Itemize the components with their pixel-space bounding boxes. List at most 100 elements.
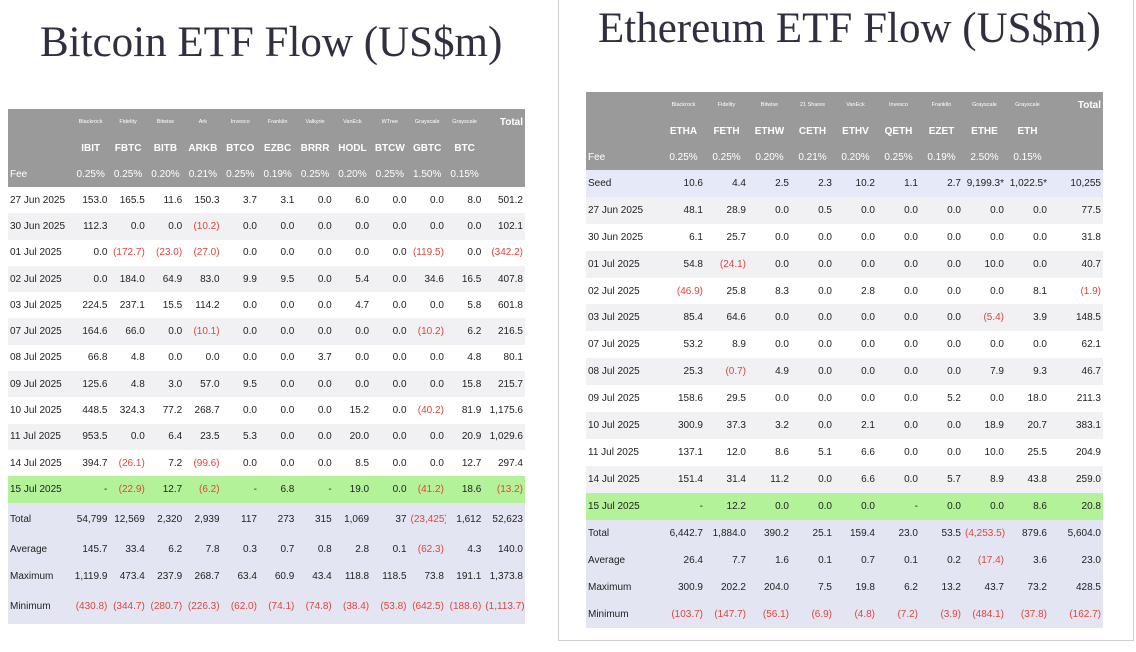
- table-row: 11 Jul 2025 953.5 0.0 6.4 23.5 5.3 0.0 0.0 20.0 0…: [8, 423, 525, 450]
- flow-cell: 0.0: [221, 239, 259, 266]
- flow-cell: 5.7: [920, 465, 963, 493]
- flow-cell: 0.0: [146, 344, 185, 372]
- flow-cell: (99.6): [184, 449, 222, 477]
- table-row: 30 Jun 2025 112.3 0.0 0.0 (10.2) 0.0 0.0 0.0 0.0…: [8, 213, 525, 240]
- flow-cell: 0.0: [877, 331, 920, 359]
- row-date: 08 Jul 2025: [586, 358, 662, 386]
- summary-cell: 145.7: [72, 536, 110, 564]
- flow-cell: 8.5: [333, 449, 372, 477]
- flow-cell: 25.3: [662, 358, 705, 386]
- flow-cell: 29.5: [705, 385, 748, 413]
- flow-cell: 0.0: [296, 213, 334, 240]
- row-date: 11 Jul 2025: [586, 438, 662, 466]
- summary-cell: 73.2: [1006, 573, 1049, 601]
- flow-cell: 0.0: [109, 213, 147, 240]
- flow-cell: 25.5: [1006, 438, 1049, 466]
- ticker-symbol: ETHW: [748, 118, 791, 144]
- provider-name: Grayscale: [408, 109, 446, 135]
- ticker-symbol: ETHA: [662, 118, 705, 144]
- flow-cell: 11.6: [146, 187, 185, 214]
- flow-cell: 0.0: [877, 465, 920, 493]
- summary-row: Total 6,442.7 1,884.0 390.2 25.1 159.4 23.0 53.…: [586, 519, 1103, 547]
- flow-cell: 0.0: [371, 476, 409, 503]
- fee-value: 0.25%: [72, 161, 110, 187]
- flow-cell: 2.7: [920, 170, 963, 197]
- flow-cell: 2.8: [834, 277, 877, 305]
- summary-cell: 6,442.7: [662, 519, 705, 547]
- summary-cell: 879.6: [1006, 519, 1049, 547]
- flow-cell: 0.0: [333, 213, 372, 240]
- fee-label: Fee: [586, 144, 662, 170]
- flow-cell: 0.0: [184, 344, 222, 372]
- flow-cell: 0.0: [371, 371, 409, 398]
- summary-cell: 0.1: [877, 546, 920, 574]
- flow-cell: 0.0: [877, 250, 920, 278]
- flow-cell: 6.8: [258, 476, 297, 503]
- flow-cell: 0.0: [296, 397, 334, 424]
- flow-cell: 0.0: [834, 358, 877, 386]
- flow-cell: 0.0: [258, 423, 297, 450]
- flow-cell: 0.0: [963, 492, 1006, 520]
- summary-total: 1,373.8: [483, 563, 525, 590]
- summary-cell: 7.8: [184, 536, 222, 564]
- flow-cell: 0.0: [333, 318, 372, 345]
- fee-value: 0.20%: [748, 144, 791, 170]
- flow-cell: 34.6: [408, 265, 446, 293]
- flow-cell: (172.7): [109, 239, 147, 266]
- provider-name: Bitwise: [146, 109, 185, 135]
- ticker-symbol: EZET: [920, 118, 963, 144]
- flow-cell: 83.0: [184, 265, 222, 293]
- summary-row: Total 54,799 12,569 2,320 2,939 117 273 315 1,06…: [8, 502, 525, 537]
- flow-cell: 0.0: [920, 331, 963, 359]
- table-row: 14 Jul 2025 151.4 31.4 11.2 0.0 6.6 0.0 5.7 8.9 4…: [586, 465, 1103, 493]
- header-corner: [8, 135, 72, 161]
- ticker-symbol: QETH: [877, 118, 920, 144]
- flow-cell: 0.0: [296, 449, 334, 477]
- flow-cell: 10.6: [662, 170, 705, 197]
- flow-cell: 31.4: [705, 465, 748, 493]
- flow-cell: (46.9): [662, 277, 705, 305]
- flow-cell: 0.0: [296, 292, 334, 319]
- summary-label: Total: [8, 502, 72, 537]
- ticker-symbol: EZBC: [258, 135, 297, 161]
- flow-cell: (23.0): [146, 239, 185, 266]
- summary-cell: 6.2: [877, 573, 920, 601]
- summary-row: Maximum 300.9 202.2 204.0 7.5 19.8 6.2 13.2 43.7…: [586, 573, 1103, 601]
- flow-cell: 6.6: [834, 438, 877, 466]
- flow-cell: (10.2): [408, 318, 446, 345]
- flow-cell: 4.9: [748, 358, 791, 386]
- summary-cell: (74.8): [296, 589, 334, 624]
- flow-cell: 0.0: [371, 265, 409, 293]
- flow-cell: 0.0: [791, 277, 834, 305]
- summary-cell: 6.2: [146, 536, 185, 564]
- flow-cell: 0.0: [963, 196, 1006, 224]
- flow-cell: 0.0: [296, 371, 334, 398]
- flow-cell: 0.0: [920, 358, 963, 386]
- flow-cell: 0.0: [748, 331, 791, 359]
- summary-cell: (4.8): [834, 600, 877, 628]
- summary-cell: 237.9: [146, 563, 185, 590]
- flow-cell: 8.6: [1006, 492, 1049, 520]
- provider-name: Fidelity: [705, 92, 748, 118]
- row-total: 80.1: [483, 344, 525, 372]
- row-total: 501.2: [483, 187, 525, 214]
- flow-cell: 0.0: [408, 423, 446, 450]
- summary-cell: (4,253.5): [963, 519, 1006, 547]
- flow-cell: 224.5: [72, 292, 110, 319]
- provider-name: Grayscale: [445, 109, 484, 135]
- flow-cell: 0.0: [791, 331, 834, 359]
- flow-cell: 0.0: [408, 213, 446, 240]
- flow-cell: 0.0: [109, 423, 147, 450]
- table-row: 27 Jun 2025 153.0 165.5 11.6 150.3 3.7 3.1 0.0 6…: [8, 187, 525, 214]
- flow-cell: -: [72, 476, 110, 503]
- flow-cell: 0.0: [221, 213, 259, 240]
- flow-cell: 20.7: [1006, 412, 1049, 439]
- flow-cell: 2.3: [791, 170, 834, 197]
- flow-cell: 237.1: [109, 292, 147, 319]
- flow-cell: 12.7: [146, 476, 185, 503]
- row-total: 383.1: [1049, 412, 1103, 439]
- flow-cell: 0.0: [963, 385, 1006, 413]
- fee-value: 0.25%: [371, 161, 409, 187]
- flow-cell: 3.1: [258, 187, 297, 214]
- flow-cell: -: [221, 476, 259, 503]
